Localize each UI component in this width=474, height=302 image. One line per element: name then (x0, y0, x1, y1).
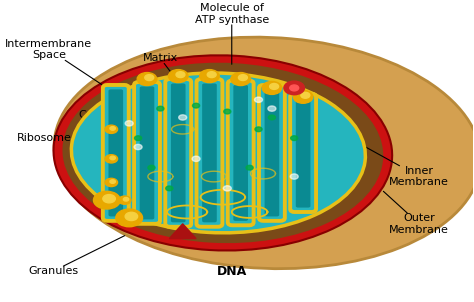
Circle shape (137, 72, 157, 85)
Circle shape (145, 75, 154, 81)
Circle shape (157, 106, 164, 111)
Circle shape (192, 103, 200, 108)
Circle shape (168, 69, 188, 83)
Ellipse shape (63, 63, 383, 243)
Ellipse shape (54, 55, 392, 251)
FancyBboxPatch shape (290, 94, 316, 212)
FancyBboxPatch shape (233, 85, 248, 221)
Circle shape (255, 97, 263, 102)
FancyBboxPatch shape (259, 85, 285, 221)
FancyBboxPatch shape (228, 81, 254, 225)
Circle shape (301, 92, 310, 98)
Text: Intermembrane
Space: Intermembrane Space (5, 39, 125, 100)
Circle shape (192, 156, 200, 162)
Circle shape (223, 186, 231, 191)
Circle shape (166, 186, 173, 191)
Circle shape (290, 85, 299, 91)
Circle shape (268, 115, 275, 120)
Circle shape (105, 178, 118, 187)
FancyBboxPatch shape (296, 98, 310, 207)
FancyBboxPatch shape (134, 82, 160, 224)
Text: Inner
Membrane: Inner Membrane (365, 147, 449, 187)
Circle shape (148, 165, 155, 170)
Circle shape (123, 198, 129, 201)
Circle shape (200, 69, 219, 83)
Circle shape (176, 72, 185, 78)
FancyBboxPatch shape (103, 85, 129, 221)
Circle shape (291, 136, 298, 140)
Ellipse shape (72, 73, 365, 233)
Circle shape (110, 180, 115, 183)
Circle shape (116, 209, 143, 227)
Circle shape (135, 136, 142, 140)
Circle shape (238, 75, 247, 81)
Circle shape (231, 72, 250, 85)
Circle shape (293, 90, 313, 103)
Circle shape (246, 165, 253, 170)
Circle shape (224, 109, 231, 114)
Circle shape (270, 83, 279, 89)
Circle shape (268, 106, 276, 111)
Circle shape (110, 127, 115, 130)
Circle shape (105, 155, 118, 163)
FancyBboxPatch shape (109, 89, 123, 217)
Ellipse shape (54, 37, 474, 269)
FancyBboxPatch shape (202, 83, 217, 222)
Circle shape (290, 174, 298, 179)
Text: Outer
Membrane: Outer Membrane (383, 191, 449, 235)
Circle shape (125, 212, 137, 220)
Text: Ribosome: Ribosome (17, 133, 116, 144)
Text: Matrix: Matrix (143, 53, 182, 88)
Text: Granules: Granules (28, 236, 125, 276)
Polygon shape (169, 224, 196, 239)
FancyBboxPatch shape (171, 83, 185, 222)
Text: Molecule of
ATP synthase: Molecule of ATP synthase (195, 3, 269, 64)
Text: DNA: DNA (217, 265, 247, 278)
Circle shape (93, 191, 120, 209)
FancyBboxPatch shape (140, 86, 155, 219)
Circle shape (134, 144, 142, 150)
Text: Cristae: Cristae (78, 110, 152, 124)
Circle shape (255, 127, 262, 132)
Circle shape (262, 82, 282, 95)
Circle shape (110, 156, 115, 160)
Circle shape (284, 81, 304, 95)
FancyBboxPatch shape (197, 79, 222, 227)
Circle shape (103, 194, 115, 203)
Circle shape (118, 196, 131, 204)
Circle shape (179, 115, 187, 120)
Circle shape (125, 121, 133, 126)
Circle shape (105, 125, 118, 133)
FancyBboxPatch shape (264, 89, 279, 217)
FancyBboxPatch shape (165, 79, 191, 227)
Circle shape (207, 72, 216, 78)
